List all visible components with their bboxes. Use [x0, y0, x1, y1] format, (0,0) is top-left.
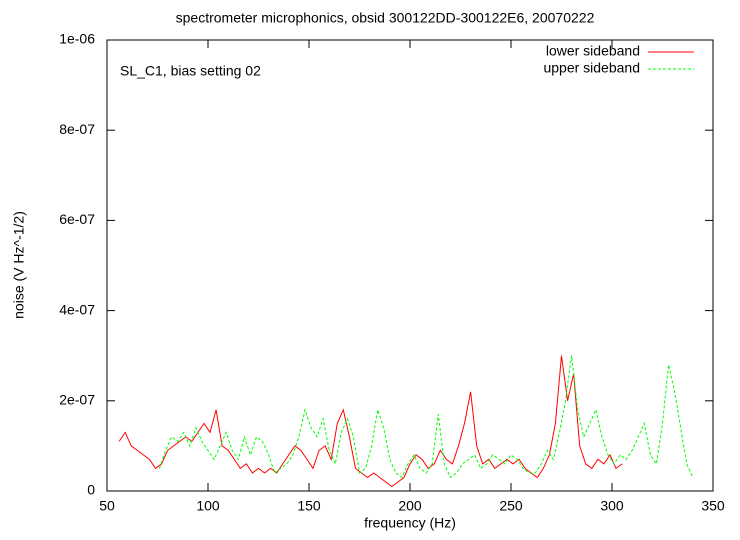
y-tick-label: 6e-07 [59, 211, 95, 227]
x-tick-label: 50 [99, 498, 115, 514]
x-axis-label: frequency (Hz) [364, 515, 456, 531]
legend-label: upper sideband [543, 60, 640, 76]
x-tick-label: 100 [196, 498, 220, 514]
x-tick-label: 200 [398, 498, 422, 514]
data-line [118, 355, 623, 488]
x-tick-label: 250 [499, 498, 523, 514]
y-tick-label: 8e-07 [59, 121, 95, 137]
y-tick-label: 4e-07 [59, 301, 95, 317]
legend-label: lower sideband [546, 43, 640, 59]
x-tick-label: 350 [701, 498, 725, 514]
plot-frame [106, 39, 714, 492]
y-tick-label: 0 [87, 482, 95, 498]
x-tick-label: 150 [297, 498, 321, 514]
y-tick-label: 2e-07 [59, 392, 95, 408]
data-line [159, 355, 694, 479]
x-tick-label: 300 [600, 498, 624, 514]
chart-title: spectrometer microphonics, obsid 300122D… [176, 10, 595, 26]
y-tick-label: 1e-06 [59, 31, 95, 47]
y-axis-label: noise (V Hz^-1/2) [11, 211, 27, 319]
annotation: SL_C1, bias setting 02 [120, 63, 261, 79]
